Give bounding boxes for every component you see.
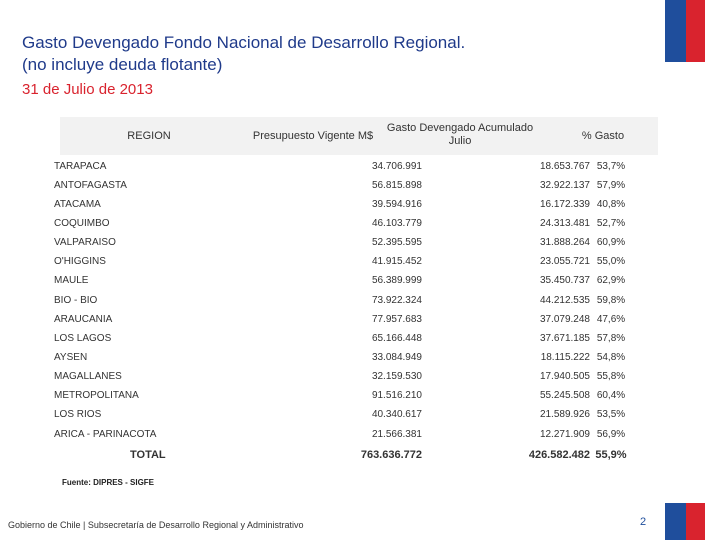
cell-presupuesto: 21.566.381 bbox=[371, 429, 422, 440]
page-subtitle: (no incluye deuda flotante) bbox=[22, 55, 223, 74]
cell-pct: 60,4% bbox=[596, 390, 626, 401]
cell-gasto: 12.271.909 bbox=[539, 429, 590, 440]
cell-pct: 56,9% bbox=[596, 429, 626, 440]
cell-presupuesto: 73.922.324 bbox=[371, 295, 422, 306]
cell-presupuesto: 39.594.916 bbox=[371, 199, 422, 210]
cell-region: ARICA - PARINACOTA bbox=[54, 429, 157, 440]
cell-gasto: 17.940.505 bbox=[539, 371, 590, 382]
cell-pct: 40,8% bbox=[596, 199, 626, 210]
cell-gasto: 21.589.926 bbox=[539, 409, 590, 420]
table-row: AYSEN 33.084.949 18.115.222 54,8% bbox=[52, 349, 658, 368]
cell-region: MAGALLANES bbox=[54, 371, 122, 382]
cell-presupuesto: 56.815.898 bbox=[371, 180, 422, 191]
table-row: METROPOLITANA 91.516.210 55.245.508 60,4… bbox=[52, 387, 658, 406]
table-row: VALPARAISO 52.395.595 31.888.264 60,9% bbox=[52, 234, 658, 253]
cell-pct: 52,7% bbox=[596, 218, 626, 229]
cell-presupuesto: 77.957.683 bbox=[371, 314, 422, 325]
cell-pct: 60,9% bbox=[596, 237, 626, 248]
cell-region: ARAUCANIA bbox=[54, 314, 113, 325]
cell-gasto: 18.115.222 bbox=[540, 352, 590, 363]
cell-region: ANTOFAGASTA bbox=[54, 180, 127, 191]
table-row: ARAUCANIA 77.957.683 37.079.248 47,6% bbox=[52, 311, 658, 330]
cell-region: AYSEN bbox=[54, 352, 88, 363]
report-date: 31 de Julio de 2013 bbox=[22, 81, 153, 98]
cell-presupuesto: 32.159.530 bbox=[371, 371, 422, 382]
cell-gasto: 35.450.737 bbox=[539, 275, 590, 286]
cell-pct: 55,8% bbox=[596, 371, 626, 382]
table-row: O'HIGGINS 41.915.452 23.055.721 55,0% bbox=[52, 253, 658, 272]
table-row: MAGALLANES 32.159.530 17.940.505 55,8% bbox=[52, 368, 658, 387]
cell-pct: 57,8% bbox=[596, 333, 626, 344]
page-number: 2 bbox=[640, 516, 647, 528]
table-header-band bbox=[60, 117, 658, 155]
footer-text: Gobierno de Chile | Subsecretaría de Des… bbox=[8, 520, 304, 530]
chile-flag-stripe-bottom bbox=[665, 503, 705, 540]
cell-pct: 53,7% bbox=[596, 161, 626, 172]
table-row: ARICA - PARINACOTA 21.566.381 12.271.909… bbox=[52, 426, 658, 445]
cell-pct: 57,9% bbox=[596, 180, 626, 191]
column-header-presupuesto: Presupuesto Vigente M$ bbox=[252, 130, 374, 142]
flag-red-band bbox=[686, 0, 705, 62]
cell-region: MAULE bbox=[54, 275, 89, 286]
cell-pct: 62,9% bbox=[596, 275, 626, 286]
cell-region: O'HIGGINS bbox=[54, 256, 106, 267]
column-header-region: REGION bbox=[127, 130, 171, 142]
cell-total-presupuesto: 763.636.772 bbox=[360, 449, 422, 461]
cell-gasto: 55.245.508 bbox=[539, 390, 590, 401]
table-row: MAULE 56.389.999 35.450.737 62,9% bbox=[52, 272, 658, 291]
flag-red-band bbox=[686, 503, 705, 540]
column-header-gasto: Gasto Devengado Acumulado Julio bbox=[386, 122, 534, 147]
cell-presupuesto: 34.706.991 bbox=[371, 161, 422, 172]
table-row: COQUIMBO 46.103.779 24.313.481 52,7% bbox=[52, 215, 658, 234]
table-total-row: TOTAL 763.636.772 426.582.482 55,9% bbox=[52, 446, 658, 465]
cell-region: VALPARAISO bbox=[54, 237, 116, 248]
flag-blue-band bbox=[665, 503, 686, 540]
cell-gasto: 32.922.137 bbox=[539, 180, 590, 191]
cell-gasto: 24.313.481 bbox=[539, 218, 590, 229]
cell-presupuesto: 41.915.452 bbox=[371, 256, 422, 267]
cell-region: COQUIMBO bbox=[54, 218, 110, 229]
table-row: BIO - BIO 73.922.324 44.212.535 59,8% bbox=[52, 292, 658, 311]
cell-region: BIO - BIO bbox=[54, 295, 98, 306]
cell-gasto: 37.671.185 bbox=[539, 333, 590, 344]
page-title: Gasto Devengado Fondo Nacional de Desarr… bbox=[22, 33, 466, 52]
cell-pct: 47,6% bbox=[596, 314, 626, 325]
cell-region: LOS RIOS bbox=[54, 409, 102, 420]
cell-presupuesto: 46.103.779 bbox=[371, 218, 422, 229]
chile-flag-stripe-top bbox=[665, 0, 705, 62]
cell-presupuesto: 91.516.210 bbox=[371, 390, 422, 401]
column-header-pct: % Gasto bbox=[581, 130, 625, 142]
table-row: TARAPACA 34.706.991 18.653.767 53,7% bbox=[52, 158, 658, 177]
cell-total-pct: 55,9% bbox=[595, 449, 627, 461]
cell-pct: 55,0% bbox=[596, 256, 626, 267]
table-row: ATACAMA 39.594.916 16.172.339 40,8% bbox=[52, 196, 658, 215]
cell-pct: 59,8% bbox=[596, 295, 626, 306]
table-row: LOS RIOS 40.340.617 21.589.926 53,5% bbox=[52, 406, 658, 425]
source-note: Fuente: DIPRES - SIGFE bbox=[62, 478, 155, 487]
cell-gasto: 18.653.767 bbox=[539, 161, 590, 172]
cell-presupuesto: 65.166.448 bbox=[371, 333, 422, 344]
table-row: ANTOFAGASTA 56.815.898 32.922.137 57,9% bbox=[52, 177, 658, 196]
cell-gasto: 23.055.721 bbox=[539, 256, 590, 267]
cell-region: LOS LAGOS bbox=[54, 333, 112, 344]
cell-total-gasto: 426.582.482 bbox=[528, 449, 590, 461]
cell-presupuesto: 52.395.595 bbox=[371, 237, 422, 248]
cell-pct: 54,8% bbox=[596, 352, 626, 363]
cell-presupuesto: 56.389.999 bbox=[371, 275, 422, 286]
cell-region: ATACAMA bbox=[54, 199, 101, 210]
cell-pct: 53,5% bbox=[596, 409, 626, 420]
cell-region: TARAPACA bbox=[54, 161, 107, 172]
cell-total-label: TOTAL bbox=[130, 449, 166, 461]
cell-presupuesto: 33.084.949 bbox=[371, 352, 422, 363]
cell-gasto: 37.079.248 bbox=[539, 314, 590, 325]
cell-gasto: 31.888.264 bbox=[539, 237, 590, 248]
flag-blue-band bbox=[665, 0, 686, 62]
cell-gasto: 44.212.535 bbox=[539, 295, 590, 306]
cell-gasto: 16.172.339 bbox=[539, 199, 590, 210]
cell-presupuesto: 40.340.617 bbox=[371, 409, 422, 420]
cell-region: METROPOLITANA bbox=[54, 390, 139, 401]
table-row: LOS LAGOS 65.166.448 37.671.185 57,8% bbox=[52, 330, 658, 349]
